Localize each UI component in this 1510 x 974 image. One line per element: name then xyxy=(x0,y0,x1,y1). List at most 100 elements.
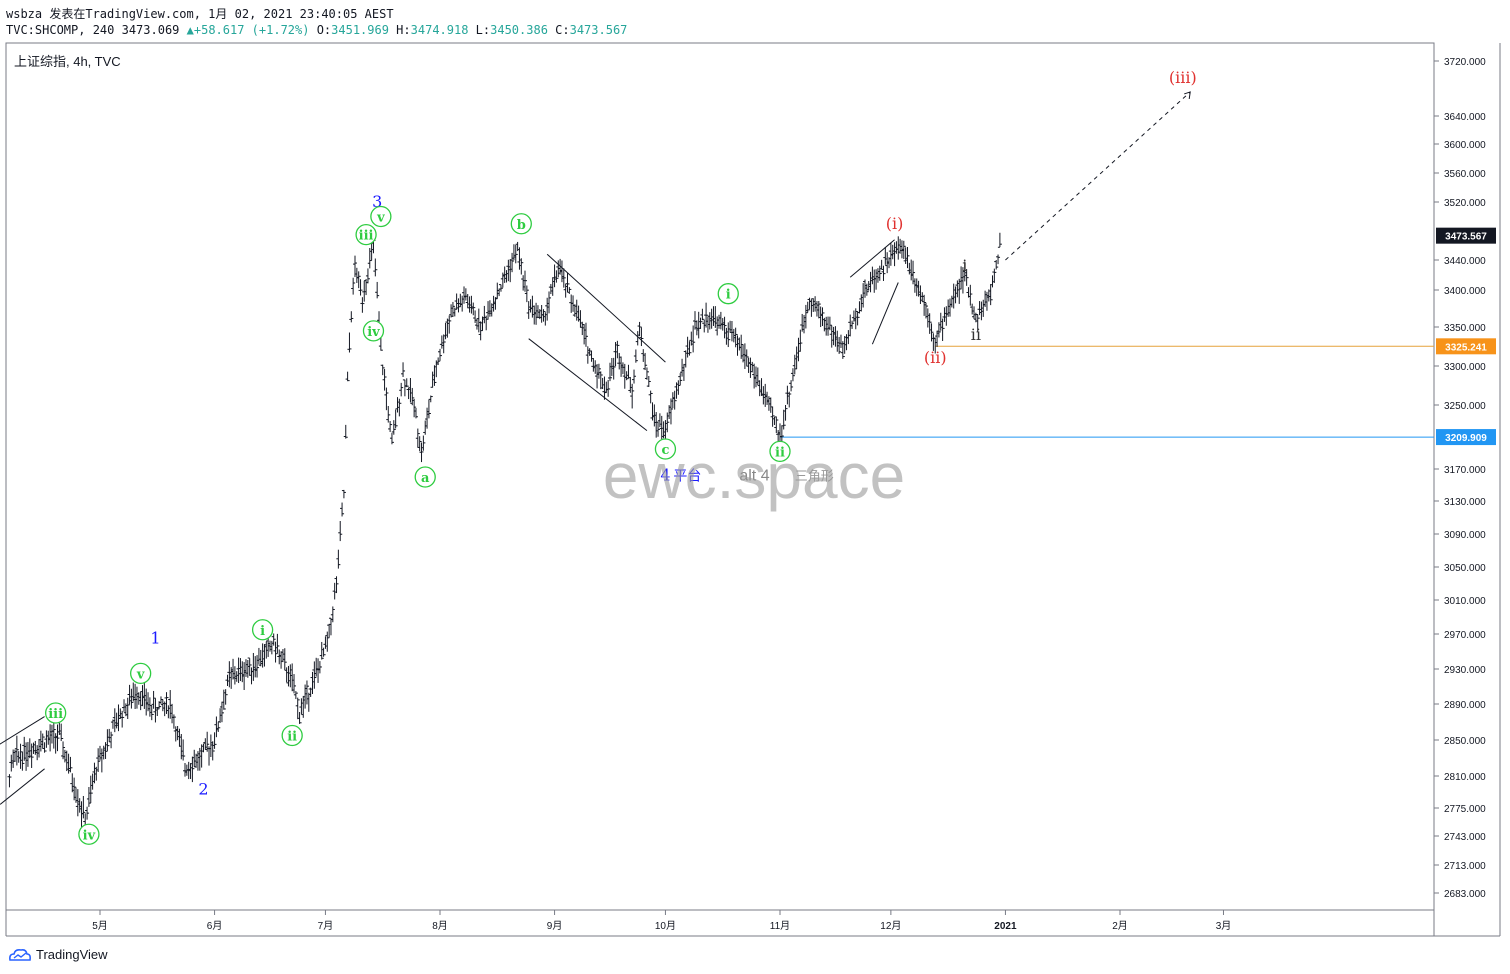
price-marker-label: 3325.241 xyxy=(1445,342,1487,353)
wave-label-circle xyxy=(45,702,67,724)
arrow-head-icon xyxy=(1184,91,1191,100)
y-tick-label: 3640.000 xyxy=(1444,112,1486,123)
y-axis[interactable]: 3720.000 3640.000 3600.000 3560.000 3520.000… xyxy=(1434,57,1496,900)
chart-title: 上证综指, 4h, TVC xyxy=(14,54,121,69)
triangle-upper-line xyxy=(849,239,895,278)
wave-label: a xyxy=(421,471,430,486)
y-tick-label: 2810.000 xyxy=(1444,772,1486,783)
wave-label: i xyxy=(962,256,967,275)
alt-4-suffix: 三角形 xyxy=(795,468,834,483)
wave-label-circle xyxy=(355,223,377,246)
wave-label-circle xyxy=(717,283,739,305)
projection-arrow xyxy=(1005,91,1191,261)
wave-label: iii xyxy=(48,707,63,722)
y-tick-label: 2683.000 xyxy=(1444,889,1486,900)
x-axis[interactable]: 5月 6月 7月 8月 9月 10月 11月 12月 2021 2月 3月 xyxy=(92,910,1231,932)
price-marker-label: 3473.567 xyxy=(1445,232,1487,243)
wave-label: ii xyxy=(287,730,297,745)
wave-label: v xyxy=(376,211,385,226)
wave-label: 2 xyxy=(198,780,208,799)
y-tick-label: 2930.000 xyxy=(1444,665,1486,676)
wave-label-circle xyxy=(281,724,303,747)
price-marker-badge xyxy=(1436,227,1496,244)
wave-label: iv xyxy=(83,828,96,843)
y-tick-label: 2850.000 xyxy=(1444,736,1486,747)
wave-label-circle xyxy=(130,662,152,685)
y-tick-label: 3350.000 xyxy=(1444,323,1486,334)
x-tick-label: 7月 xyxy=(318,920,334,932)
wave-label: (iii) xyxy=(1169,68,1197,87)
y-tick-label: 2713.000 xyxy=(1444,861,1486,872)
x-tick-label: 6月 xyxy=(207,920,223,932)
x-tick-label: 2月 xyxy=(1112,920,1128,932)
y-tick-label: 3090.000 xyxy=(1444,530,1486,541)
wave-label-circle xyxy=(654,438,677,460)
price-marker-label: 3209.909 xyxy=(1445,433,1487,444)
wave-label: c xyxy=(661,443,669,458)
watermark: ewc.space xyxy=(603,440,905,512)
wave-label-circle xyxy=(251,619,274,641)
wave-label: ii xyxy=(775,445,785,460)
wave-label: iii xyxy=(359,229,374,244)
wave-label-circle xyxy=(414,466,436,488)
wave-label: b xyxy=(517,218,526,233)
y-tick-label: 3720.000 xyxy=(1444,57,1486,68)
y-tick-label: 3300.000 xyxy=(1444,362,1486,373)
y-tick-label: 3010.000 xyxy=(1444,596,1486,607)
wave-label-circle xyxy=(362,320,385,342)
y-tick-label: 3130.000 xyxy=(1444,497,1486,508)
price-marker-badge xyxy=(1436,338,1496,355)
wave-label: (ii) xyxy=(924,348,947,367)
annotation-layer: 1234iiiivviiiiiivivabciii(i)(ii)(iii)iii… xyxy=(0,68,1197,845)
y-tick-label: 3400.000 xyxy=(1444,286,1486,297)
y-tick-label: 2890.000 xyxy=(1444,700,1486,711)
wave-label-circle xyxy=(370,205,392,228)
x-tick-label: 3月 xyxy=(1216,920,1232,932)
wedge-lower-line xyxy=(0,768,45,805)
y-tick-label: 2970.000 xyxy=(1444,630,1486,641)
wave-label: 3 xyxy=(372,192,382,211)
wedge-upper-line xyxy=(0,716,45,745)
y-tick-label: 3560.000 xyxy=(1444,169,1486,180)
y-tick-label: 3250.000 xyxy=(1444,401,1486,412)
brand-name: TradingView xyxy=(36,947,108,962)
plot-area xyxy=(7,232,1434,837)
y-tick-label: 3520.000 xyxy=(1444,198,1486,209)
wave-label: i xyxy=(726,288,731,303)
x-tick-label: 11月 xyxy=(770,920,790,932)
x-tick-label: 9月 xyxy=(547,920,563,932)
last-price: 3473.069 xyxy=(121,23,180,37)
alt-4-label: alt 4 xyxy=(739,467,769,484)
wave-label-circle xyxy=(78,823,100,845)
wave-label: iv xyxy=(367,325,380,340)
x-tick-label: 12月 xyxy=(880,920,901,932)
y-tick-label: 3050.000 xyxy=(1444,563,1486,574)
wave-label: v xyxy=(136,667,145,682)
channel-lower-line xyxy=(528,338,648,431)
symbol: TVC:SHCOMP, 240 xyxy=(6,23,115,37)
close-value: 3473.567 xyxy=(569,23,628,37)
x-tick-label: 2021 xyxy=(994,921,1017,932)
chart-header-quote: TVC:SHCOMP, 240 3473.069 ▲+58.617 (+1.72… xyxy=(6,23,628,37)
published-info: 发表在TradingView.com, 1月 02, 2021 23:40:05… xyxy=(49,7,394,21)
x-tick-label: 10月 xyxy=(655,920,676,932)
wave-label: i xyxy=(260,624,265,639)
high-value: 3474.918 xyxy=(410,23,469,37)
y-tick-label: 2743.000 xyxy=(1444,832,1486,843)
tradingview-cloud-icon xyxy=(9,948,31,961)
wave-label-circle xyxy=(769,440,791,463)
wave-label-circle xyxy=(510,213,532,235)
x-tick-label: 8月 xyxy=(432,920,448,932)
y-tick-label: 2775.000 xyxy=(1444,804,1486,815)
wave-label: (i) xyxy=(886,214,904,233)
triangle-lower-line xyxy=(871,282,899,345)
tradingview-logo[interactable]: TradingView xyxy=(8,947,108,962)
low-value: 3450.386 xyxy=(490,23,548,37)
chart-header-author: wsbza 发表在TradingView.com, 1月 02, 2021 23… xyxy=(6,5,394,22)
wave-4-suffix: 平台 xyxy=(673,467,701,483)
up-arrow-icon: ▲ xyxy=(186,23,194,37)
author-name: wsbza xyxy=(6,7,43,21)
wave-label: 1 xyxy=(150,628,160,647)
wave-label: ii xyxy=(971,325,981,344)
